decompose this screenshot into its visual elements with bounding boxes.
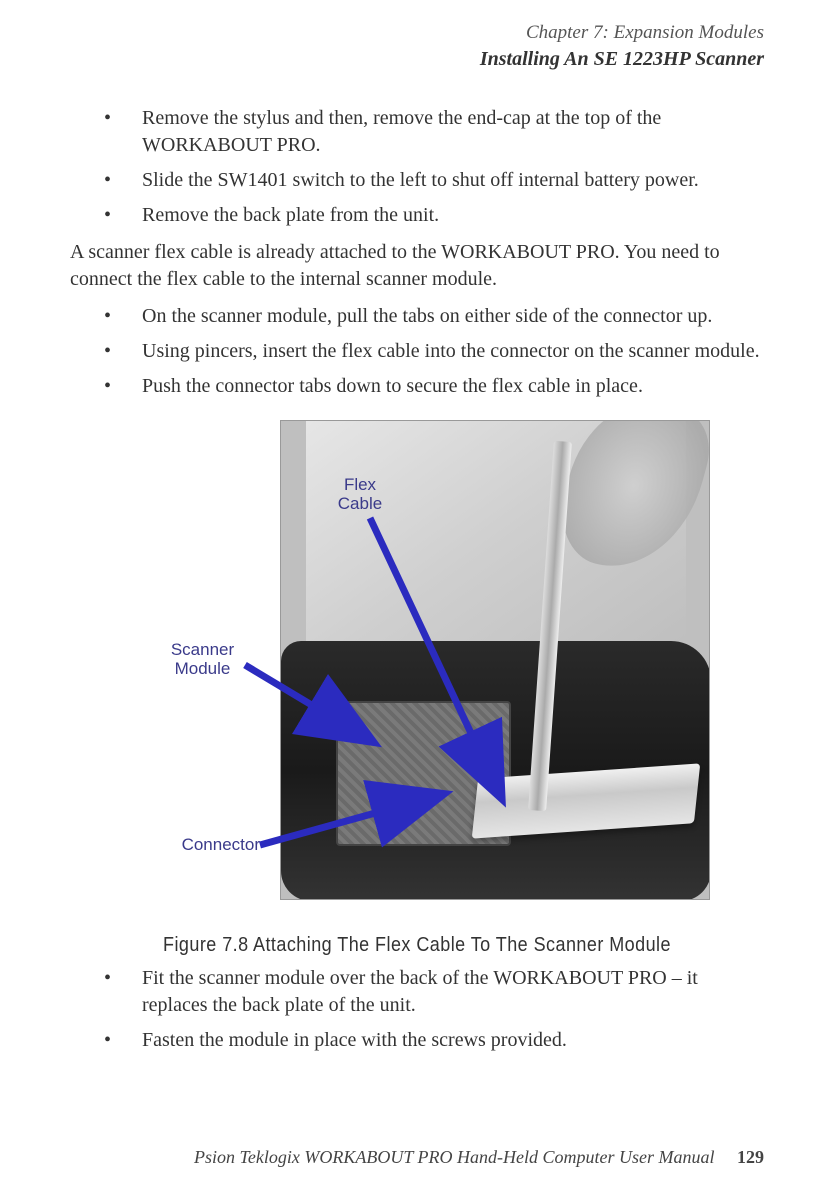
callout-flex-cable: Flex Cable <box>330 475 390 514</box>
figure-caption: Figure 7.8 Attaching The Flex Cable To T… <box>105 932 730 959</box>
page-footer: Psion Teklogix WORKABOUT PRO Hand-Held C… <box>70 1145 764 1169</box>
list-item: Fasten the module in place with the scre… <box>118 1027 764 1054</box>
page-number: 129 <box>737 1147 764 1167</box>
callout-scanner-module: Scanner Module <box>160 640 245 679</box>
list-item: Remove the stylus and then, remove the e… <box>118 105 764 159</box>
callout-connector: Connector <box>165 835 260 855</box>
section-title: Installing An SE 1223HP Scanner <box>70 46 764 73</box>
bullet-list-1: Remove the stylus and then, remove the e… <box>70 105 764 229</box>
figure: Flex Cable Scanner Module Connector <box>70 410 764 930</box>
bullet-list-2: On the scanner module, pull the tabs on … <box>70 303 764 400</box>
list-item: Slide the SW1401 switch to the left to s… <box>118 167 764 194</box>
list-item: Remove the back plate from the unit. <box>118 202 764 229</box>
footer-title: Psion Teklogix WORKABOUT PRO Hand-Held C… <box>194 1147 714 1167</box>
list-item: Fit the scanner module over the back of … <box>118 965 764 1019</box>
list-item: Using pincers, insert the flex cable int… <box>118 338 764 365</box>
paragraph: A scanner flex cable is already attached… <box>70 239 764 293</box>
list-item: On the scanner module, pull the tabs on … <box>118 303 764 330</box>
chapter-label: Chapter 7: Expansion Modules <box>70 20 764 46</box>
bullet-list-3: Fit the scanner module over the back of … <box>70 965 764 1054</box>
list-item: Push the connector tabs down to secure t… <box>118 373 764 400</box>
chapter-header: Chapter 7: Expansion Modules Installing … <box>70 20 764 73</box>
